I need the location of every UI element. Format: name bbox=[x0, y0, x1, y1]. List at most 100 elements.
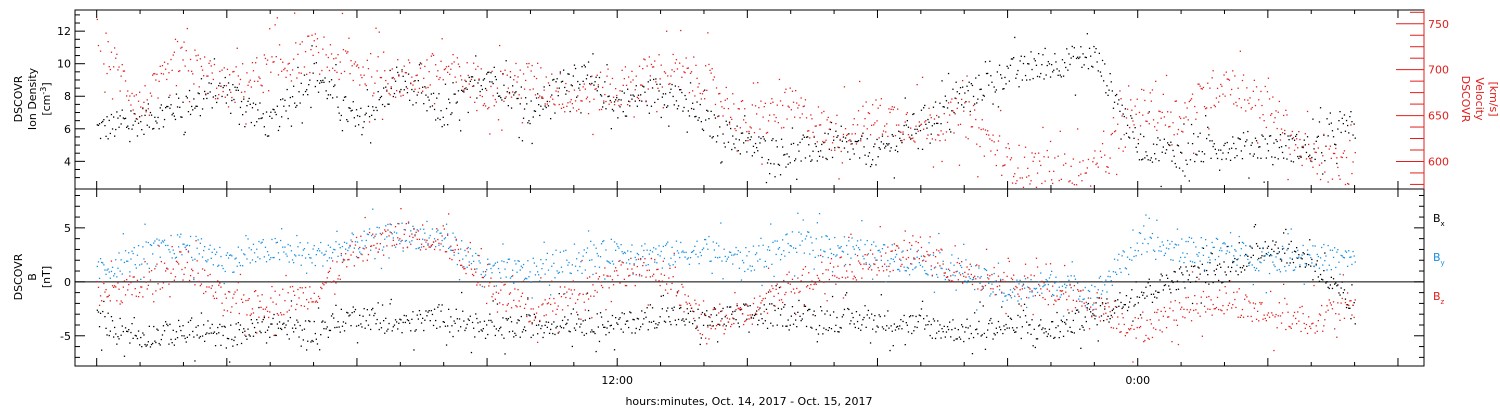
point-velocity bbox=[1159, 110, 1161, 113]
point-by bbox=[220, 255, 222, 258]
point-bx bbox=[532, 334, 534, 336]
point-by bbox=[1278, 268, 1280, 271]
point-by bbox=[366, 233, 368, 235]
point-bx bbox=[352, 306, 354, 308]
point-velocity bbox=[821, 112, 823, 114]
point-by bbox=[565, 249, 567, 251]
point-bx bbox=[1242, 265, 1245, 267]
point-by bbox=[932, 254, 935, 256]
point-by bbox=[547, 269, 550, 271]
point-ion-density bbox=[805, 136, 808, 138]
point-ion-density bbox=[1066, 48, 1068, 50]
point-bx bbox=[321, 321, 323, 323]
point-by bbox=[296, 234, 298, 237]
point-bx bbox=[623, 313, 625, 315]
point-ion-density bbox=[1026, 79, 1028, 81]
point-bx bbox=[1106, 298, 1108, 300]
point-ion-density bbox=[1028, 63, 1030, 65]
point-by bbox=[997, 262, 1000, 264]
point-ion-density bbox=[629, 105, 631, 107]
point-by bbox=[885, 281, 887, 283]
point-velocity bbox=[105, 32, 107, 34]
point-bx bbox=[359, 314, 361, 316]
point-ion-density bbox=[520, 86, 522, 88]
point-bx bbox=[259, 330, 261, 332]
point-velocity bbox=[418, 87, 421, 90]
point-bx bbox=[794, 312, 796, 314]
point-bx bbox=[673, 306, 675, 308]
point-by bbox=[1335, 266, 1337, 269]
point-by bbox=[825, 235, 827, 237]
point-velocity bbox=[200, 65, 203, 68]
point-by bbox=[727, 256, 730, 258]
point-bx bbox=[201, 335, 204, 337]
point-bx bbox=[1265, 253, 1267, 255]
point-by bbox=[97, 261, 100, 263]
point-bz bbox=[209, 273, 211, 276]
point-bz bbox=[146, 288, 148, 290]
point-ion-density bbox=[1034, 60, 1036, 62]
point-velocity bbox=[951, 98, 953, 100]
point-ion-density bbox=[213, 58, 216, 60]
point-velocity bbox=[1234, 75, 1236, 77]
point-ion-density bbox=[968, 81, 970, 83]
point-bx bbox=[516, 322, 518, 324]
point-ion-density bbox=[142, 107, 144, 110]
point-velocity bbox=[888, 108, 890, 110]
point-bx bbox=[699, 343, 701, 346]
point-velocity bbox=[494, 98, 496, 101]
point-velocity bbox=[747, 140, 749, 142]
point-by bbox=[1030, 279, 1032, 281]
point-velocity bbox=[597, 84, 599, 86]
point-bx bbox=[971, 353, 974, 355]
point-by bbox=[853, 248, 855, 250]
point-bx bbox=[504, 353, 506, 355]
point-velocity bbox=[163, 61, 166, 63]
point-ion-density bbox=[668, 125, 670, 127]
point-by bbox=[363, 230, 365, 232]
point-bx bbox=[509, 316, 512, 318]
point-velocity bbox=[433, 103, 436, 105]
point-velocity bbox=[1238, 98, 1240, 100]
point-velocity bbox=[736, 150, 738, 152]
point-ion-density bbox=[1116, 93, 1118, 96]
point-by bbox=[142, 246, 144, 248]
point-velocity bbox=[915, 125, 917, 127]
point-bx bbox=[453, 320, 455, 322]
point-bx bbox=[466, 323, 468, 326]
point-by bbox=[993, 272, 995, 275]
point-by bbox=[223, 282, 225, 285]
point-bx bbox=[392, 326, 394, 328]
point-bx bbox=[377, 302, 379, 304]
point-by bbox=[674, 261, 676, 263]
point-by bbox=[1295, 266, 1297, 268]
point-velocity bbox=[707, 32, 709, 34]
point-bx bbox=[489, 313, 491, 315]
point-ion-density bbox=[1101, 59, 1104, 62]
point-velocity bbox=[390, 86, 392, 88]
point-bx bbox=[542, 336, 544, 339]
point-velocity bbox=[893, 106, 895, 108]
point-bx bbox=[571, 345, 573, 348]
point-by bbox=[494, 262, 496, 264]
point-bx bbox=[833, 311, 835, 313]
point-velocity bbox=[399, 91, 401, 94]
point-by bbox=[912, 268, 914, 271]
point-ion-density bbox=[869, 165, 872, 168]
point-ion-density bbox=[763, 138, 765, 140]
point-by bbox=[412, 225, 414, 227]
point-velocity bbox=[712, 79, 714, 81]
point-bx bbox=[1220, 266, 1222, 268]
point-bx bbox=[323, 328, 325, 330]
point-ion-density bbox=[655, 78, 657, 80]
point-velocity bbox=[764, 102, 766, 104]
point-ion-density bbox=[96, 124, 98, 126]
point-velocity bbox=[847, 133, 849, 136]
point-by bbox=[499, 271, 501, 274]
point-by bbox=[1096, 296, 1098, 299]
point-velocity bbox=[630, 81, 632, 83]
point-bx bbox=[654, 327, 656, 329]
point-velocity bbox=[565, 82, 567, 85]
point-velocity bbox=[1137, 138, 1139, 141]
point-velocity bbox=[1016, 180, 1018, 182]
